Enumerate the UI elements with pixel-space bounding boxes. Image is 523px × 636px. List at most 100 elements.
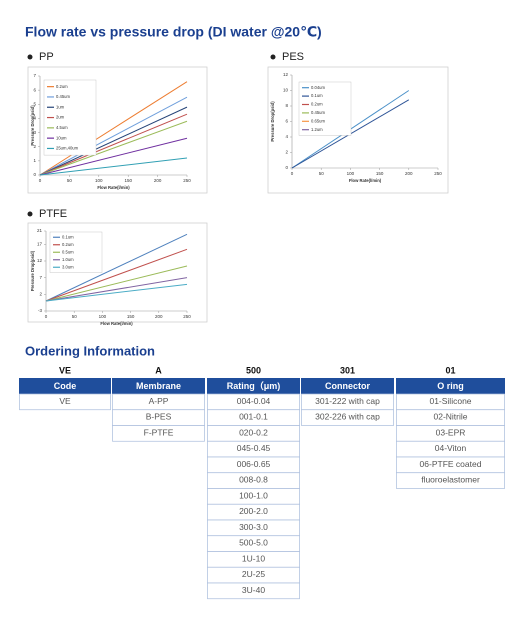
series-line — [45, 265, 188, 302]
y-tick-label: 7 — [39, 275, 42, 280]
header-label: Code — [54, 381, 77, 391]
code-label: 01 — [445, 365, 455, 375]
header-cell — [396, 378, 505, 394]
y-tick-label: 5 — [33, 101, 36, 106]
y-tick-label: 8 — [285, 103, 288, 108]
x-tick-label: 200 — [154, 178, 162, 183]
x-tick-label: 150 — [124, 178, 132, 183]
y-tick-label: 6 — [285, 119, 288, 124]
y-axis-title: Pressure Drop(psid) — [30, 105, 35, 146]
y-tick-label: 7 — [33, 73, 36, 78]
option-label: 020-0.2 — [239, 427, 268, 437]
y-axis-title: Pressure Drop(psid) — [270, 101, 275, 142]
legend-label: 0.04um — [311, 85, 325, 90]
chart-heading: PTFE — [39, 208, 67, 220]
x-axis-title: Flow Rate(l/min) — [100, 321, 133, 326]
x-tick-label: 250 — [183, 178, 191, 183]
option-label: 300-3.0 — [239, 522, 268, 532]
option-label: 008-0.8 — [239, 475, 268, 485]
legend-label: 0.2um — [62, 242, 74, 247]
y-tick-label: 2 — [285, 150, 288, 155]
x-tick-label: 50 — [72, 314, 78, 319]
option-cell — [112, 425, 205, 442]
y-tick-label: 10 — [283, 88, 289, 93]
option-label: 302-226 with cap — [315, 412, 380, 422]
option-label: 3U-40 — [242, 585, 265, 595]
y-tick-label: -3 — [38, 308, 42, 313]
option-label: fluoroelastomer — [421, 475, 480, 485]
x-tick-label: 150 — [376, 171, 384, 176]
series-line — [39, 106, 188, 176]
section-title: Ordering Information — [25, 343, 155, 358]
bullet — [270, 54, 276, 60]
series-line — [39, 157, 188, 176]
series-line — [39, 137, 188, 176]
y-tick-label: 12 — [37, 258, 43, 263]
legend-label: 1um — [56, 104, 65, 109]
legend-label: 10um — [56, 135, 67, 140]
page-title: Flow rate vs pressure drop (DI water @20… — [25, 24, 322, 40]
series-line — [39, 113, 188, 176]
option-cell — [19, 393, 111, 411]
x-tick-label: 50 — [67, 178, 73, 183]
y-tick-label: 4 — [33, 116, 36, 121]
y-tick-label: 4 — [285, 134, 288, 139]
legend-label: 2um — [56, 115, 65, 120]
y-tick-label: 0 — [33, 172, 36, 177]
x-tick-label: 50 — [319, 171, 325, 176]
legend-label: 0.2um — [311, 102, 323, 107]
x-tick-label: 150 — [127, 314, 135, 319]
option-label: F-PTFE — [144, 427, 174, 437]
option-label: VE — [59, 396, 71, 406]
bullet — [27, 211, 33, 217]
header-label: Connector — [325, 381, 370, 391]
option-label: 04-Viton — [435, 443, 467, 453]
x-tick-label: 0 — [45, 314, 48, 319]
option-cell — [396, 472, 505, 489]
series-line — [39, 96, 188, 176]
x-tick-label: 200 — [155, 314, 163, 319]
x-tick-label: 100 — [347, 171, 355, 176]
legend-label: 4.5um — [56, 125, 68, 130]
legend-label: 1.0um — [62, 257, 74, 262]
header-cell — [112, 378, 205, 394]
option-label: B-PES — [146, 412, 172, 422]
y-tick-label: 3 — [33, 130, 36, 135]
legend-label: 0.5um — [62, 249, 74, 254]
option-label: 2U-25 — [242, 569, 265, 579]
option-label: 500-5.0 — [239, 538, 268, 548]
y-tick-label: 6 — [33, 87, 36, 92]
option-label: 03-EPR — [436, 427, 466, 437]
option-label: A-PP — [149, 396, 169, 406]
header-label: Membrane — [136, 381, 181, 391]
legend-label: 3.0um — [62, 264, 74, 269]
option-cell — [207, 582, 300, 600]
legend-label: 0.2um — [56, 84, 68, 89]
chart-heading: PES — [282, 51, 304, 63]
x-tick-label: 250 — [434, 171, 442, 176]
x-tick-label: 0 — [291, 171, 294, 176]
option-label: 045-0.45 — [237, 443, 271, 453]
legend-label: 25um,40um — [56, 146, 79, 151]
x-axis-title: Flow Rate(l/min) — [349, 178, 382, 183]
chart-heading: PP — [39, 51, 54, 63]
y-tick-label: 2 — [33, 144, 36, 149]
option-label: 06-PTFE coated — [420, 459, 482, 469]
header-label: Rating（μm) — [227, 381, 281, 391]
x-tick-label: 200 — [405, 171, 413, 176]
header-label: O ring — [437, 381, 464, 391]
code-label: VE — [59, 365, 71, 375]
x-tick-label: 100 — [95, 178, 103, 183]
option-label: 301-222 with cap — [315, 396, 380, 406]
x-axis-title: Flow Rate(l/min) — [97, 185, 130, 190]
legend-label: 0.1um — [62, 234, 74, 239]
legend-label: 0.65um — [311, 118, 325, 123]
option-label: 100-1.0 — [239, 490, 268, 500]
y-tick-label: 21 — [37, 228, 43, 233]
y-axis-title: Pressure Drop(psid) — [30, 250, 35, 291]
header-cell — [301, 378, 394, 394]
legend-label: 1.2um — [311, 127, 323, 132]
code-label: A — [155, 365, 162, 375]
